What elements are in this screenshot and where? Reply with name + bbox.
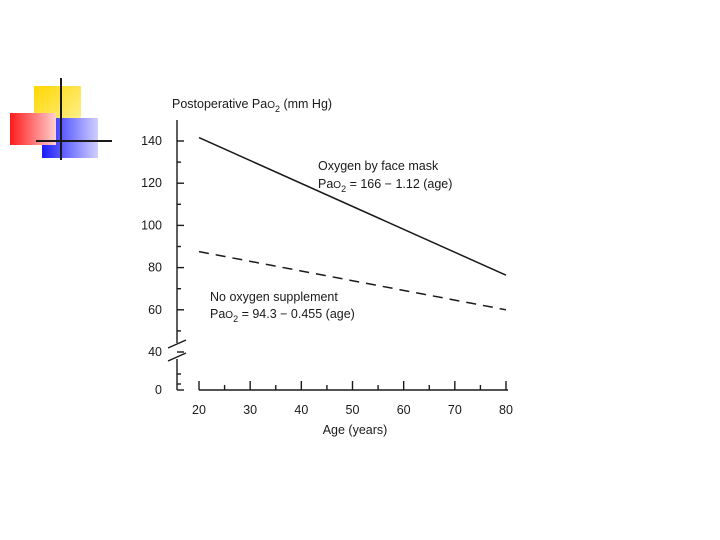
face-mask-equation: PaO2 = 166 − 1.12 (age) (318, 177, 452, 194)
no-oxygen-series-line (198, 250, 507, 311)
slide-logo (10, 78, 112, 160)
y-tick-label: 140 (141, 134, 162, 148)
x-tick-label: 40 (294, 403, 308, 417)
x-tick-label: 70 (448, 403, 462, 417)
y-tick-label: 40 (148, 345, 162, 359)
y-axis-ticks: 0 40 60 80 100 120 140 (141, 134, 184, 397)
y-axis-title: Postoperative PaO2 (mm Hg) (172, 97, 332, 114)
no-oxygen-label: No oxygen supplement (210, 290, 338, 304)
y-tick-label: 100 (141, 218, 162, 232)
y-tick-label: 80 (148, 261, 162, 275)
y-axis-break-mark (167, 339, 187, 349)
y-axis-break-mark (167, 352, 187, 362)
face-mask-series-line (198, 136, 507, 276)
face-mask-label: Oxygen by face mask (318, 159, 439, 173)
x-axis-title: Age (years) (323, 423, 388, 437)
logo-red-square (10, 113, 56, 145)
no-oxygen-equation: PaO2 = 94.3 − 0.455 (age) (210, 307, 355, 324)
series-lines (198, 136, 507, 311)
y-tick-label: 120 (141, 176, 162, 190)
x-tick-label: 30 (243, 403, 257, 417)
x-tick-label: 50 (346, 403, 360, 417)
x-tick-label: 80 (499, 403, 513, 417)
x-tick-label: 20 (192, 403, 206, 417)
x-tick-label: 60 (397, 403, 411, 417)
y-tick-label: 60 (148, 303, 162, 317)
y-tick-label: 0 (155, 383, 162, 397)
x-axis-ticks: 20 30 40 50 60 70 80 (192, 381, 513, 417)
